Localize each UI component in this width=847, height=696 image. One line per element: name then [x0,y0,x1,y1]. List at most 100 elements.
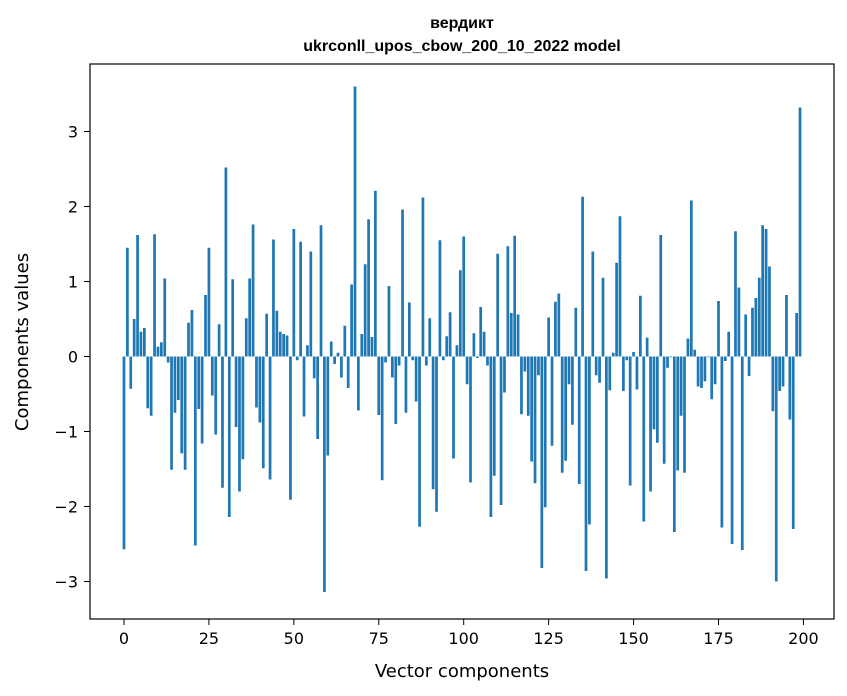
bar [472,333,476,357]
bar [231,279,235,357]
bar [588,356,591,525]
bar [391,356,394,378]
bar [778,356,781,391]
bar [275,310,279,357]
bar [156,346,160,357]
bar [139,331,143,357]
x-tick-label: 200 [788,629,819,648]
bar [227,356,231,517]
x-tick-label: 75 [369,629,389,648]
bar [720,356,724,528]
bar [458,270,462,357]
bar [193,356,197,546]
x-tick-label: 100 [448,629,479,648]
y-tick-label: 1 [68,273,78,292]
bar [781,356,785,387]
bar [299,241,302,357]
bar [207,247,211,357]
bar [503,356,506,393]
bar [706,356,710,358]
bar [282,334,285,357]
y-tick-label: 2 [68,198,78,217]
x-tick-label: 150 [618,629,649,648]
bar [407,302,411,357]
bar [547,317,550,357]
bar [554,301,557,357]
bar [265,313,269,357]
bar [486,356,489,366]
bar [655,356,659,443]
bar [717,301,720,357]
bar [289,356,292,500]
bar [295,356,299,361]
bar [217,324,221,357]
bar [608,356,612,391]
y-tick-label: −1 [54,423,78,442]
bar [764,229,768,357]
bar [143,328,146,357]
bar [723,356,727,361]
bar [380,356,384,481]
bar [693,349,697,357]
x-axis-label: Vector components [375,661,549,682]
bar [632,352,635,357]
bar [370,337,374,357]
bar [642,356,646,522]
bar [696,356,700,387]
bar [635,356,639,390]
bar [221,356,224,488]
bar [516,314,520,357]
bar [489,356,493,517]
bar [700,356,703,388]
bar [163,278,167,357]
bar [353,86,357,357]
bar [197,356,201,409]
bar [605,356,608,579]
bar [496,253,500,357]
bar [401,209,404,357]
bar [577,356,581,484]
bar [129,356,133,389]
bar [183,356,187,470]
bar [574,307,578,357]
bar [462,236,466,357]
bar [740,356,744,550]
bar [234,356,238,427]
bar [594,356,598,376]
bar [601,277,605,357]
bar [285,335,289,357]
bar [357,356,360,411]
bar [302,356,306,417]
bar [340,356,343,378]
bar [557,293,561,357]
bar [771,356,775,412]
bar [788,356,792,420]
bar [418,356,421,527]
bar [774,356,778,582]
y-axis-ticks: −3 −2 −1 0 1 2 3 [54,123,90,592]
bar [710,356,714,400]
bar [122,356,126,550]
bar [204,295,207,357]
bar-series [122,86,802,592]
y-tick-label: −3 [54,573,78,592]
bar [350,284,353,357]
bar [428,318,432,357]
bar [258,356,262,423]
bar [251,224,255,357]
bar [261,356,265,469]
bar [686,338,690,357]
bar [397,356,401,366]
bar [571,356,574,425]
bar [224,167,228,357]
bar [465,356,469,385]
bar [584,356,588,571]
bar [238,356,241,492]
bar [591,251,595,357]
bar [316,356,319,439]
bar [132,319,136,357]
bar [679,356,683,416]
bar [306,345,309,357]
bar [744,314,748,357]
bar [170,356,173,470]
